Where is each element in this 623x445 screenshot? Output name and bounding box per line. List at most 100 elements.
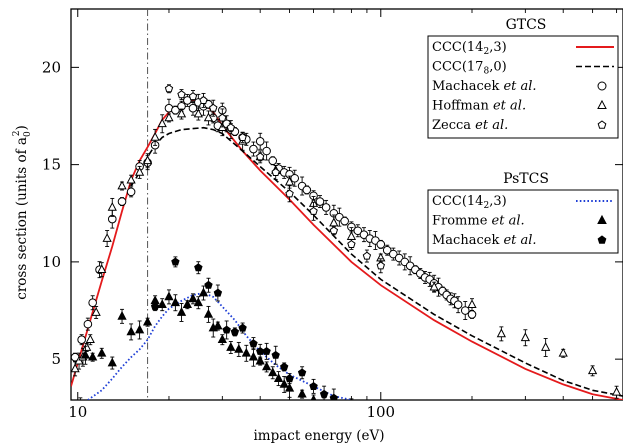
data-point-circle bbox=[315, 197, 325, 206]
series-curve-1 bbox=[130, 126, 623, 397]
series-curve-2 bbox=[87, 292, 352, 400]
data-point-triangle bbox=[157, 118, 167, 128]
data-point-pentagon bbox=[319, 389, 329, 398]
data-point-triangle bbox=[611, 386, 622, 396]
data-point-circle bbox=[268, 156, 278, 166]
data-point-circle bbox=[183, 96, 192, 105]
data-point-triangle bbox=[88, 351, 98, 361]
data-point-triangle bbox=[117, 310, 127, 320]
plot-frame bbox=[70, 8, 623, 401]
data-point-pentagon bbox=[262, 346, 271, 355]
legend-label-sub: 8 bbox=[483, 67, 489, 77]
y-axis-title-tail: ) bbox=[14, 125, 30, 130]
x-axis-title: impact energy (eV) bbox=[253, 428, 384, 444]
y-tick-label: 10 bbox=[42, 253, 61, 271]
data-point-circle bbox=[453, 300, 463, 309]
data-point-circle bbox=[262, 146, 271, 156]
data-point-pentagon bbox=[164, 84, 174, 93]
data-point-triangle bbox=[430, 425, 438, 432]
legend-label-main: Hoffman bbox=[432, 99, 493, 114]
data-point-pentagon bbox=[421, 414, 428, 421]
data-point-circle bbox=[321, 203, 331, 212]
data-point-triangle bbox=[134, 324, 145, 334]
data-point-pentagon bbox=[597, 235, 607, 244]
data-point-triangle bbox=[164, 291, 174, 301]
data-point-triangle bbox=[467, 299, 477, 309]
legend-label: Machacek et al. bbox=[432, 233, 537, 248]
data-point-triangle bbox=[80, 349, 91, 359]
data-point-pentagon bbox=[230, 327, 240, 336]
data-point-circle bbox=[389, 249, 398, 259]
legend-label-italic: et al. bbox=[503, 79, 536, 94]
data-point-triangle bbox=[97, 264, 107, 274]
data-point-pentagon bbox=[209, 103, 218, 112]
data-point-triangle bbox=[91, 307, 101, 316]
legend-label-italic: et al. bbox=[493, 99, 526, 114]
y-axis-title-sup: 2 bbox=[12, 131, 22, 137]
data-point-triangle bbox=[82, 342, 92, 351]
data-point-circle bbox=[290, 173, 300, 183]
data-point-triangle bbox=[107, 357, 117, 367]
data-point-triangle bbox=[213, 320, 223, 330]
data-point-triangle bbox=[429, 281, 439, 291]
data-point-triangle bbox=[176, 307, 187, 316]
legend-label-italic: et al. bbox=[492, 214, 525, 229]
legend-label-tail: ,3) bbox=[489, 194, 506, 209]
legend-label-italic: et al. bbox=[475, 118, 508, 133]
data-point-pentagon bbox=[271, 350, 280, 359]
y-axis-title-main: cross section (units of a bbox=[14, 137, 30, 300]
y-tick-label: 5 bbox=[51, 350, 61, 368]
data-point-pentagon bbox=[356, 404, 363, 411]
data-point-triangle bbox=[164, 112, 174, 122]
data-point-circle bbox=[77, 335, 86, 344]
data-point-triangle bbox=[198, 287, 209, 297]
legend-label-tail: ,3) bbox=[489, 40, 506, 55]
data-point-pentagon bbox=[412, 412, 419, 419]
legend-box-1 bbox=[427, 189, 619, 254]
data-point-circle bbox=[249, 144, 258, 154]
data-point-triangle bbox=[142, 155, 153, 165]
data-point-triangle bbox=[297, 388, 307, 398]
legend-label-main: Zecca bbox=[432, 118, 475, 133]
data-point-triangle bbox=[401, 423, 409, 430]
data-point-pentagon bbox=[177, 90, 186, 99]
legend-label-main: Fromme bbox=[432, 214, 492, 229]
data-point-triangle bbox=[348, 413, 356, 420]
data-point-triangle bbox=[117, 180, 127, 190]
data-point-circle bbox=[460, 306, 470, 315]
legend-label-sub: 2 bbox=[483, 47, 489, 57]
data-point-pentagon bbox=[171, 257, 180, 266]
data-point-circle bbox=[302, 185, 312, 195]
data-point-triangle bbox=[226, 342, 236, 351]
data-point-triangle bbox=[248, 351, 259, 361]
legend-label-main: CCC(17 bbox=[432, 60, 483, 75]
x-tick-label: 10 bbox=[68, 403, 87, 421]
y-tick-label: 15 bbox=[42, 156, 61, 174]
legend-label: CCC(142,3) bbox=[432, 194, 507, 211]
data-point-triangle bbox=[170, 297, 181, 307]
legend-label: Zecca et al. bbox=[432, 118, 508, 133]
data-point-triangle bbox=[203, 308, 214, 318]
data-point-triangle bbox=[71, 363, 80, 373]
data-point-triangle bbox=[102, 233, 112, 242]
data-point-pentagon bbox=[431, 414, 438, 421]
data-point-triangle bbox=[496, 328, 506, 338]
data-point-triangle bbox=[329, 217, 339, 227]
legend-label: Machacek et al. bbox=[432, 79, 537, 94]
data-point-triangle bbox=[203, 112, 214, 122]
data-point-triangle bbox=[558, 347, 568, 357]
data-point-triangle bbox=[188, 293, 198, 303]
data-point-pentagon bbox=[285, 189, 294, 198]
data-point-triangle bbox=[284, 382, 295, 392]
legend-label-sub: 2 bbox=[483, 201, 489, 211]
legend-title-0: GTCS bbox=[506, 17, 547, 33]
y-axis-title-sub: 0 bbox=[23, 131, 33, 137]
data-point-triangle bbox=[107, 201, 117, 211]
data-point-triangle bbox=[255, 355, 265, 365]
data-point-triangle bbox=[268, 367, 278, 377]
data-point-pentagon bbox=[238, 323, 247, 332]
legend-label: Fromme et al. bbox=[432, 214, 525, 229]
